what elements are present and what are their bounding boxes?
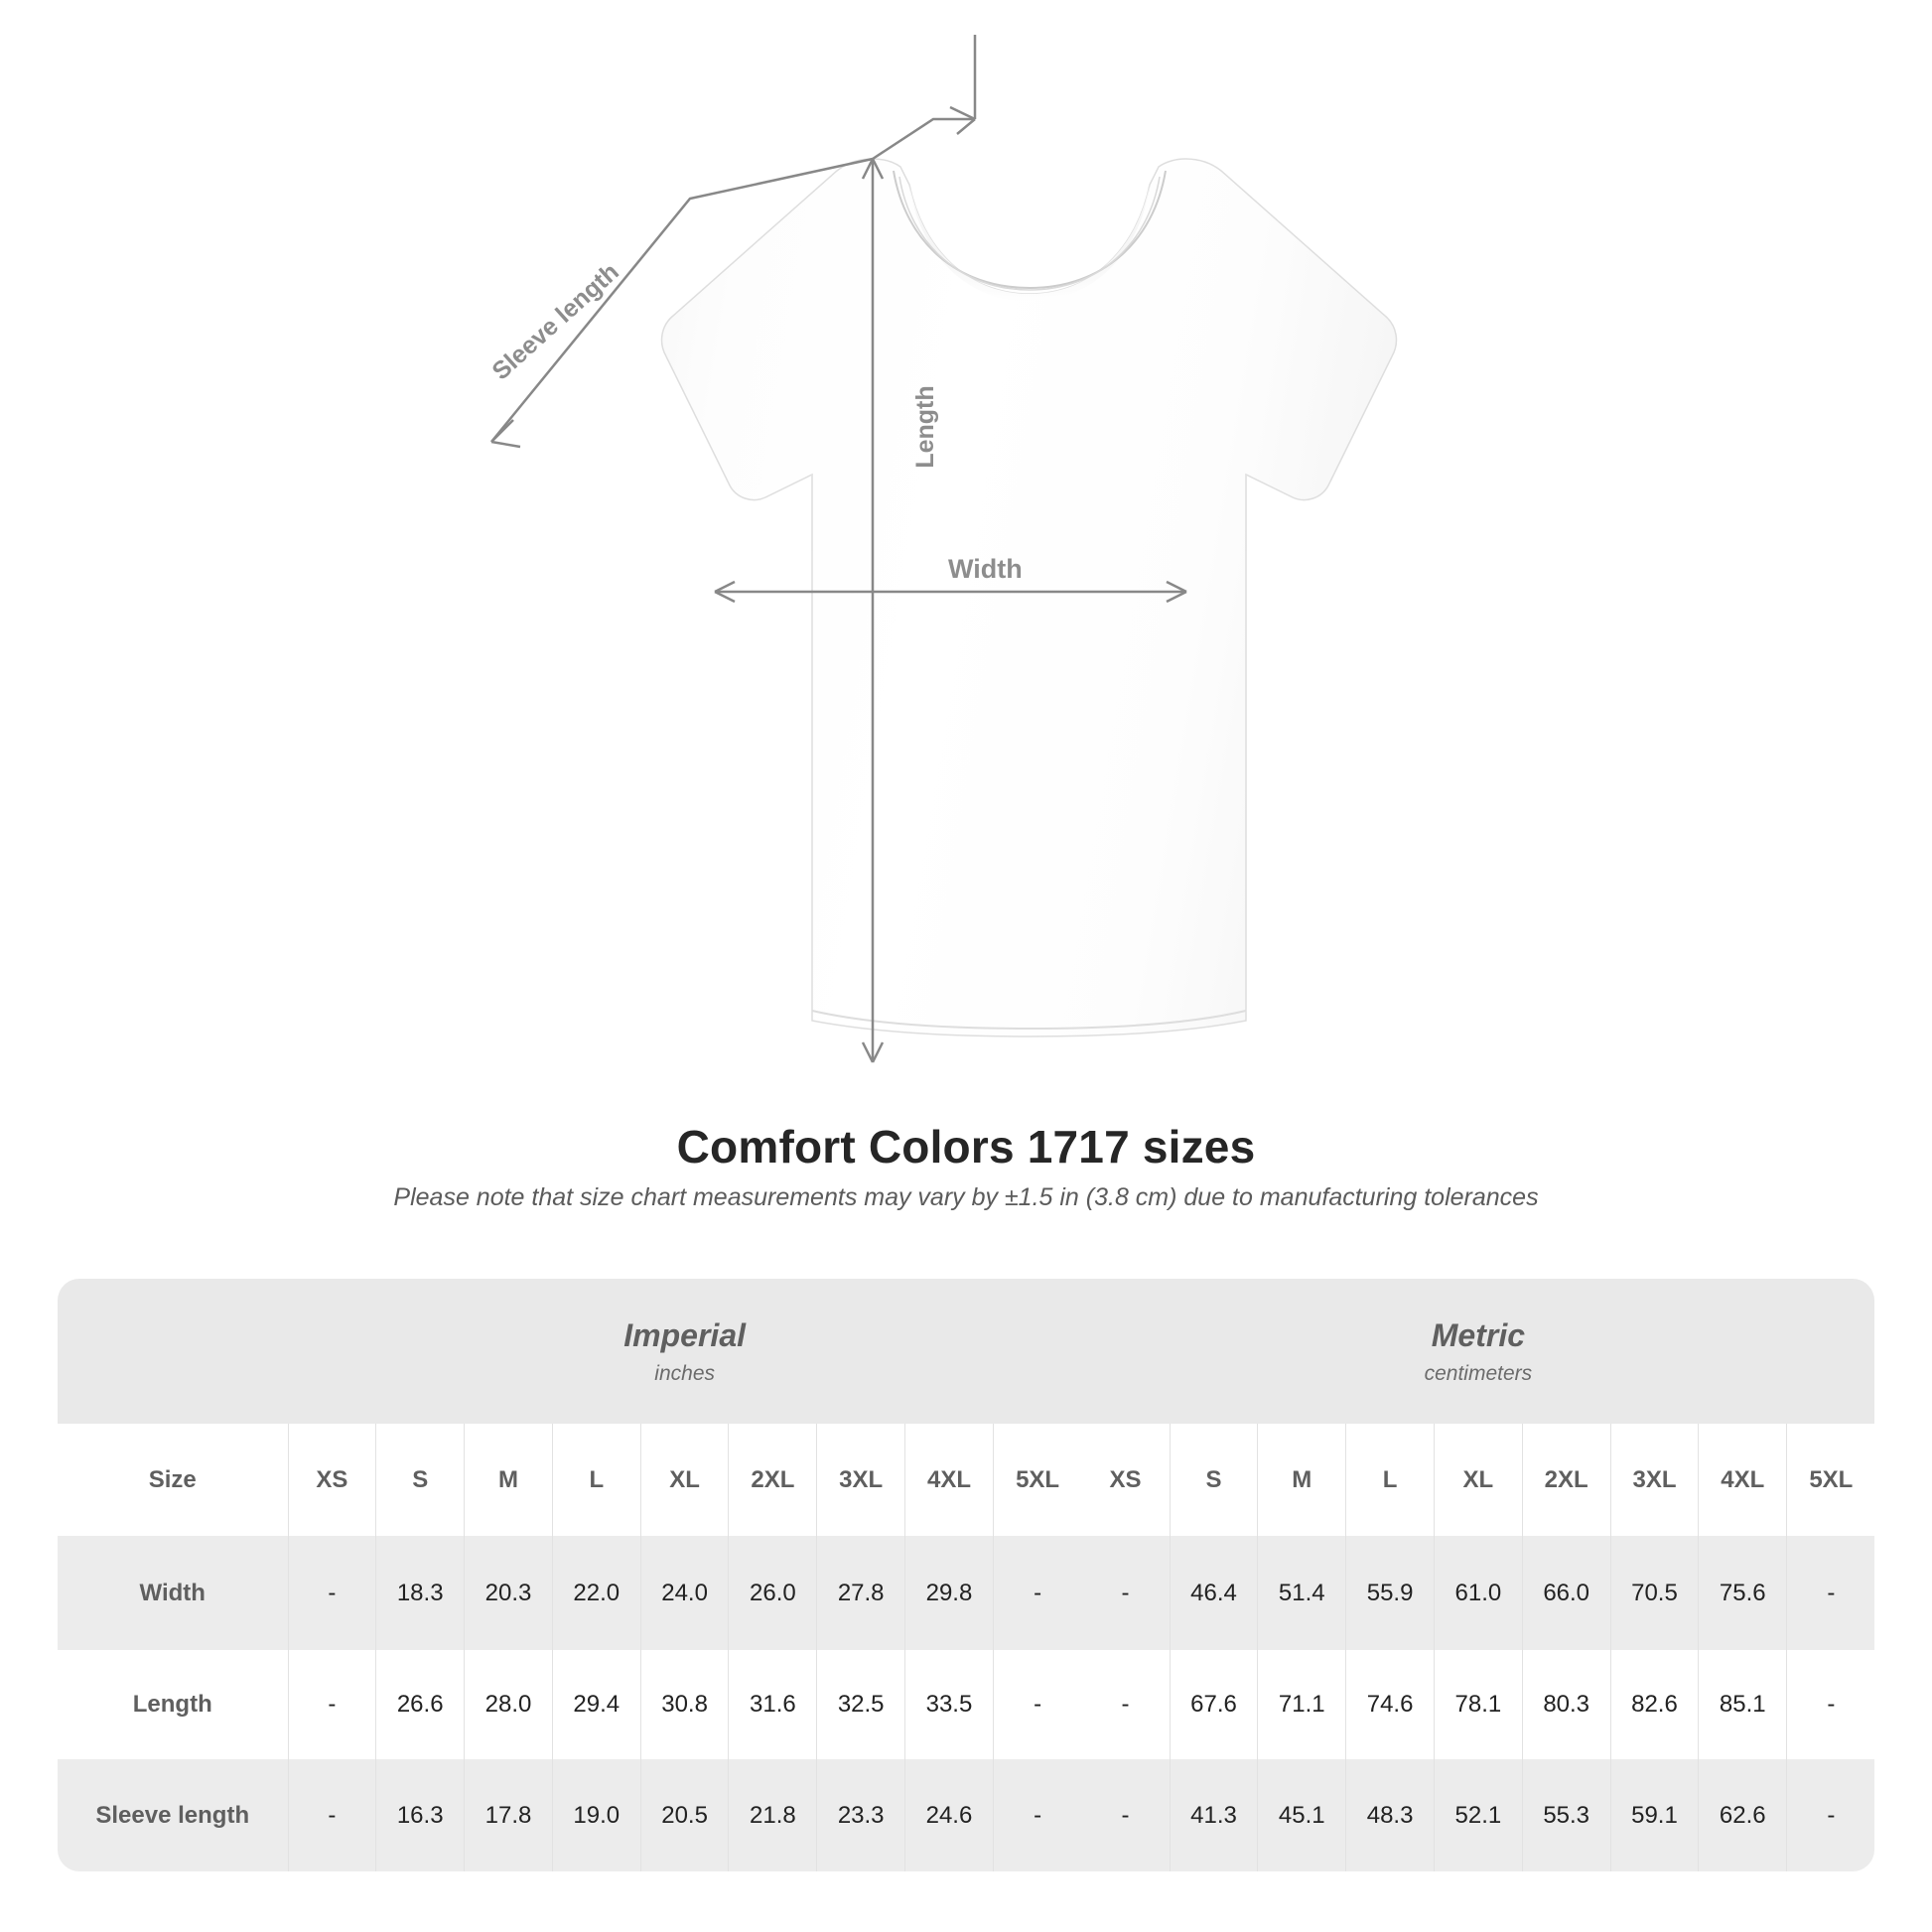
svg-text:Sleeve length: Sleeve length [486,258,624,386]
svg-text:Width: Width [948,554,1023,584]
svg-text:Length: Length [911,385,939,468]
